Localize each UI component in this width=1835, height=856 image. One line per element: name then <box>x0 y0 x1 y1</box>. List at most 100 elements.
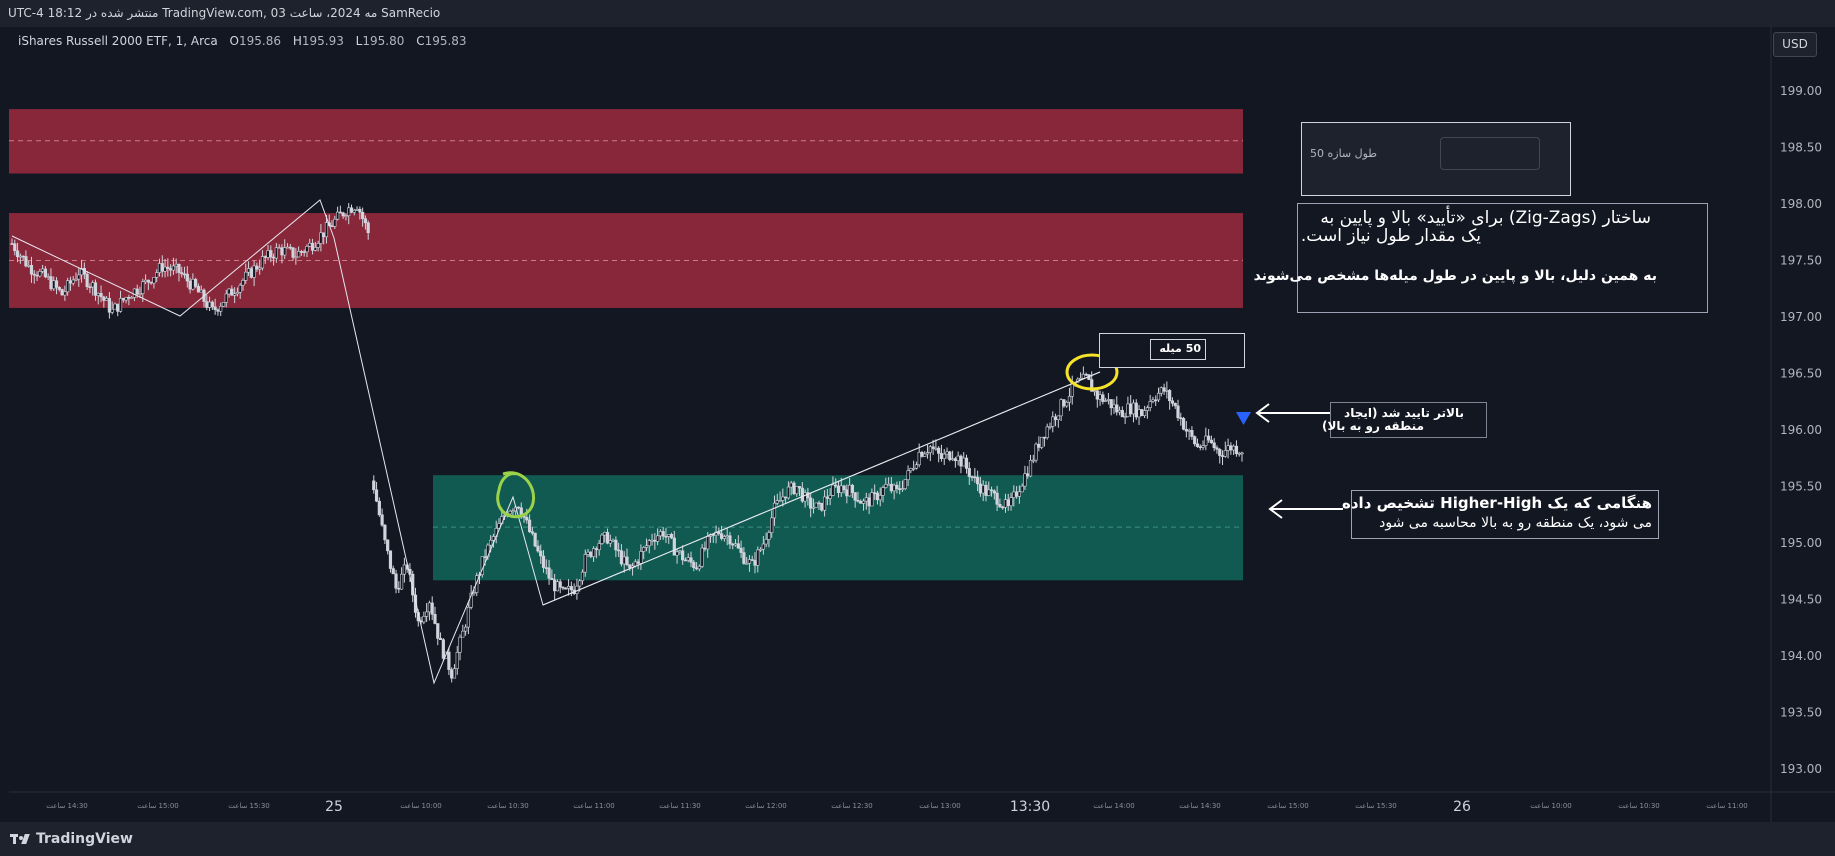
candle-body <box>425 611 429 617</box>
candle-body <box>338 211 342 214</box>
candle-body <box>784 496 788 499</box>
candle-body <box>1020 485 1024 493</box>
time-tick-label: 13:30 <box>1010 799 1050 815</box>
candle-body <box>196 286 201 293</box>
symbol-legend: iShares Russell 2000 ETF, 1, Arca O195.8… <box>18 34 467 48</box>
candle-body <box>105 298 109 301</box>
candle-body <box>1187 430 1191 432</box>
candle-body <box>1170 400 1175 404</box>
candle-body <box>74 278 78 281</box>
candle-body <box>263 256 267 258</box>
candle-body <box>271 256 276 259</box>
candle-body <box>720 533 724 539</box>
candle-body <box>561 586 565 589</box>
candle-body <box>1156 392 1161 401</box>
candle-body <box>948 451 952 461</box>
candle-body <box>578 580 582 587</box>
confirmed-high-note-box: بالاتر تایید شد (ایجاد منطقه رو به بالا) <box>1322 402 1487 438</box>
candle-body <box>99 293 103 298</box>
zigzag-note-line3: به همین دلیل، بالا و پایین در طول میله‌ه… <box>1253 268 1657 284</box>
candle-body <box>430 602 434 615</box>
candle-body <box>508 510 512 515</box>
candle-body <box>305 246 309 253</box>
candle-body <box>875 492 880 501</box>
candle-body <box>252 265 256 278</box>
candle-body <box>886 483 891 486</box>
candle-body <box>355 208 359 211</box>
confirmed-high-arrow-head <box>1255 403 1270 423</box>
candle-body <box>213 306 217 310</box>
candle-body <box>753 560 757 566</box>
candle-body <box>761 543 765 550</box>
candle-body <box>981 484 985 494</box>
candle-body <box>441 639 445 659</box>
candle-body <box>1232 445 1236 451</box>
candle-body <box>814 502 818 508</box>
time-tick-label: 15:30 ساعت <box>228 802 269 810</box>
close-value: 195.83 <box>424 34 467 48</box>
candle-body <box>767 532 771 540</box>
candle-body <box>447 651 451 670</box>
candle-body <box>959 455 963 467</box>
candle-body <box>1014 491 1019 497</box>
candle-body <box>427 602 432 613</box>
candle-body <box>1184 428 1188 432</box>
tradingview-logo[interactable]: TradingView <box>10 831 133 847</box>
candle-body <box>1028 459 1033 477</box>
candle-body <box>1026 473 1030 477</box>
candle-body <box>188 280 192 290</box>
candle-body <box>555 581 560 592</box>
high-value: 195.93 <box>301 34 344 48</box>
high-highlight-circle <box>1065 353 1119 391</box>
candle-body <box>967 468 971 477</box>
candle-body <box>1109 399 1113 409</box>
candle-body <box>625 556 629 565</box>
candle-body <box>221 302 226 307</box>
candle-body <box>107 298 111 313</box>
candle-body <box>839 485 843 494</box>
candle-body <box>1062 399 1066 407</box>
candle-body <box>238 284 242 293</box>
candle-body <box>525 517 529 521</box>
price-tick-label: 193.00 <box>1780 762 1822 776</box>
candle-body <box>739 547 743 553</box>
candle-body <box>1012 491 1016 498</box>
higher-high-arrow-head <box>1268 499 1283 519</box>
candle-body <box>564 587 568 590</box>
candle-body <box>775 500 779 504</box>
candle-body <box>260 256 265 269</box>
currency-button[interactable]: USD <box>1773 32 1817 57</box>
time-tick-label: 14:00 ساعت <box>1093 802 1134 810</box>
candle-body <box>541 555 546 568</box>
candle-body <box>778 500 782 502</box>
candle-body <box>686 557 690 561</box>
candle-body <box>1090 379 1094 392</box>
candle-body <box>622 556 626 565</box>
candle-body <box>394 573 398 589</box>
candle-body <box>1207 435 1211 441</box>
candle-body <box>489 539 493 546</box>
candle-body <box>1078 378 1083 380</box>
candle-body <box>1051 416 1055 427</box>
time-tick-label: 15:00 ساعت <box>137 802 178 810</box>
candle-body <box>116 303 120 312</box>
candle-body <box>873 492 877 494</box>
candle-body <box>644 545 649 548</box>
zones-layer <box>9 109 1243 581</box>
candle-body <box>656 535 660 542</box>
candle-body <box>1120 410 1124 418</box>
candle-body <box>706 536 710 550</box>
candle-body <box>1179 417 1183 420</box>
candle-body <box>469 592 473 608</box>
candle-body <box>995 492 999 505</box>
candle-body <box>322 232 326 238</box>
candle-body <box>633 561 637 567</box>
candle-body <box>60 289 64 296</box>
candle-body <box>63 291 67 296</box>
candle-body <box>41 268 45 272</box>
candle-body <box>803 492 807 502</box>
candle-body <box>978 483 983 494</box>
price-axis: 199.00 198.50 198.00 197.50 197.00 196.50 196.… <box>1780 84 1822 776</box>
candle-body <box>1159 387 1163 394</box>
